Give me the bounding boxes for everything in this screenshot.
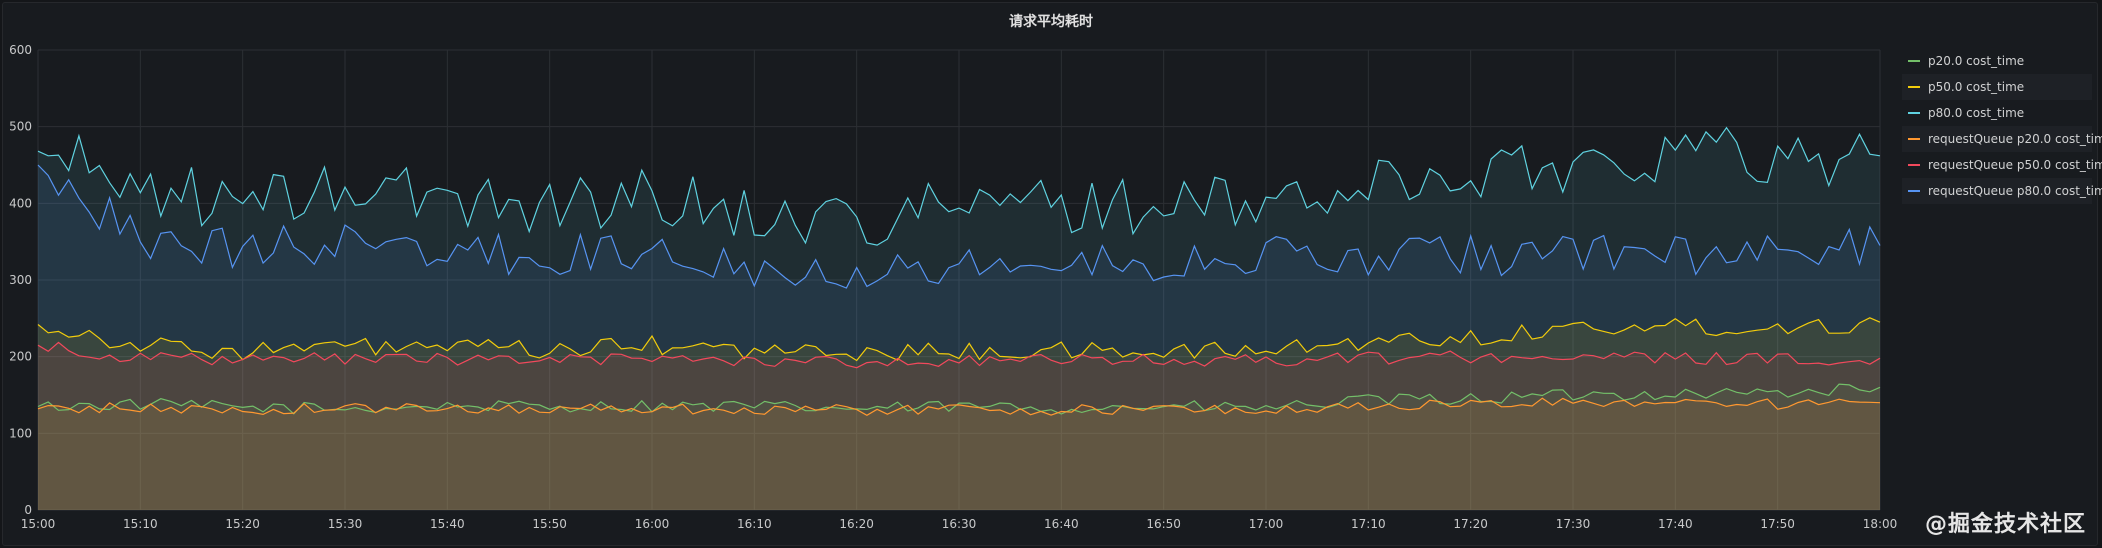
- series-line-1: [37, 317, 1881, 362]
- y-tick-label: 300: [9, 273, 32, 287]
- x-tick-label: 15:10: [123, 517, 158, 531]
- chart-lines: [37, 126, 1881, 416]
- x-tick-label: 16:00: [635, 517, 670, 531]
- legend-label: p20.0 cost_time: [1928, 54, 2025, 68]
- y-tick-label: 500: [9, 120, 32, 134]
- legend-item-0[interactable]: p20.0 cost_time: [1902, 48, 2092, 74]
- x-axis: 15:00 15:10 15:20 15:30 15:40 15:50 16:00 16:10…: [21, 517, 1898, 531]
- x-tick-label: 17:10: [1351, 517, 1386, 531]
- x-tick-label: 18:00: [1863, 517, 1898, 531]
- series-area-2: [38, 127, 1880, 510]
- watermark: @掘金技术社区: [1924, 512, 2086, 537]
- x-tick-label: 15:40: [430, 517, 465, 531]
- legend-label: requestQueue p20.0 cost_time: [1928, 132, 2102, 146]
- series-line-2: [37, 126, 1881, 246]
- y-tick-label: 100: [9, 426, 32, 440]
- legend-item-1[interactable]: p50.0 cost_time: [1902, 74, 2092, 100]
- legend-item-5[interactable]: requestQueue p80.0 cost_time: [1902, 178, 2102, 204]
- series-line-5: [37, 164, 1881, 289]
- series-area-3: [38, 398, 1880, 510]
- x-tick-label: 15:50: [532, 517, 567, 531]
- y-tick-label: 600: [9, 43, 32, 57]
- x-tick-label: 15:00: [21, 517, 56, 531]
- series-line-3: [37, 397, 1881, 416]
- series-line-4: [37, 341, 1881, 369]
- legend-swatch: [1908, 190, 1920, 192]
- legend-swatch: [1908, 164, 1920, 166]
- x-tick-label: 15:30: [328, 517, 363, 531]
- x-tick-label: 17:00: [1249, 517, 1284, 531]
- legend-item-2[interactable]: p80.0 cost_time: [1902, 100, 2092, 126]
- x-tick-label: 17:30: [1556, 517, 1591, 531]
- y-axis: 0 100 200 300 400 500 600: [9, 43, 32, 517]
- legend-swatch: [1908, 112, 1920, 114]
- y-tick-label: 200: [9, 350, 32, 364]
- x-tick-label: 17:40: [1658, 517, 1693, 531]
- x-tick-label: 16:10: [737, 517, 772, 531]
- x-tick-label: 16:40: [1044, 517, 1079, 531]
- series-area-4: [38, 342, 1880, 510]
- chart-areas: [38, 127, 1880, 510]
- series-area-0: [38, 384, 1880, 510]
- legend-item-4[interactable]: requestQueue p50.0 cost_time: [1902, 152, 2102, 178]
- chart-grid: [37, 49, 1881, 511]
- x-tick-label: 16:30: [942, 517, 977, 531]
- legend-label: p80.0 cost_time: [1928, 106, 2025, 120]
- x-tick-label: 16:50: [1146, 517, 1181, 531]
- legend-label: p50.0 cost_time: [1928, 80, 2025, 94]
- legend-label: requestQueue p80.0 cost_time: [1928, 184, 2102, 198]
- x-tick-label: 17:50: [1760, 517, 1795, 531]
- legend-swatch: [1908, 86, 1920, 88]
- x-tick-label: 16:20: [839, 517, 874, 531]
- legend-swatch: [1908, 138, 1920, 140]
- legend-swatch: [1908, 60, 1920, 62]
- y-tick-label: 400: [9, 196, 32, 210]
- x-tick-label: 15:20: [225, 517, 260, 531]
- panel-title[interactable]: 请求平均耗时: [1009, 14, 1093, 30]
- series-area-5: [38, 165, 1880, 510]
- legend-item-3[interactable]: requestQueue p20.0 cost_time: [1902, 126, 2102, 152]
- series-line-0: [37, 383, 1881, 415]
- x-tick-label: 17:20: [1453, 517, 1488, 531]
- legend: p20.0 cost_time p50.0 cost_time p80.0 cost…: [1902, 48, 2102, 204]
- legend-label: requestQueue p50.0 cost_time: [1928, 158, 2102, 172]
- y-tick-label: 0: [24, 503, 32, 517]
- series-area-1: [38, 317, 1880, 510]
